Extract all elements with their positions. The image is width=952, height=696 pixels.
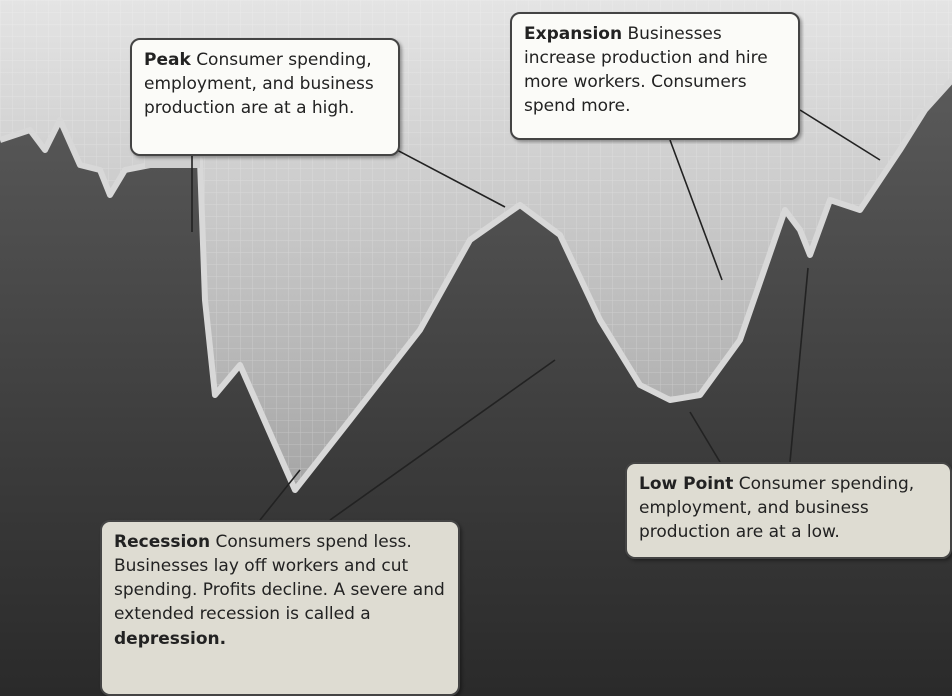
page: {"callouts": [ {"term": "Peak", "text": …	[0, 0, 952, 696]
term: Expansion	[524, 24, 622, 44]
term: Recession	[114, 532, 210, 552]
recession-callout: Recession Consumers spend less. Business…	[100, 520, 460, 696]
expansion-callout: Expansion Businesses increase production…	[510, 12, 800, 140]
closing-term: depression.	[114, 629, 226, 649]
term: Low Point	[639, 474, 733, 494]
low-point-callout: Low Point Consumer spending, employment,…	[625, 462, 952, 559]
peak-callout: Peak Consumer spending, employment, and …	[130, 38, 400, 156]
term: Peak	[144, 50, 191, 70]
